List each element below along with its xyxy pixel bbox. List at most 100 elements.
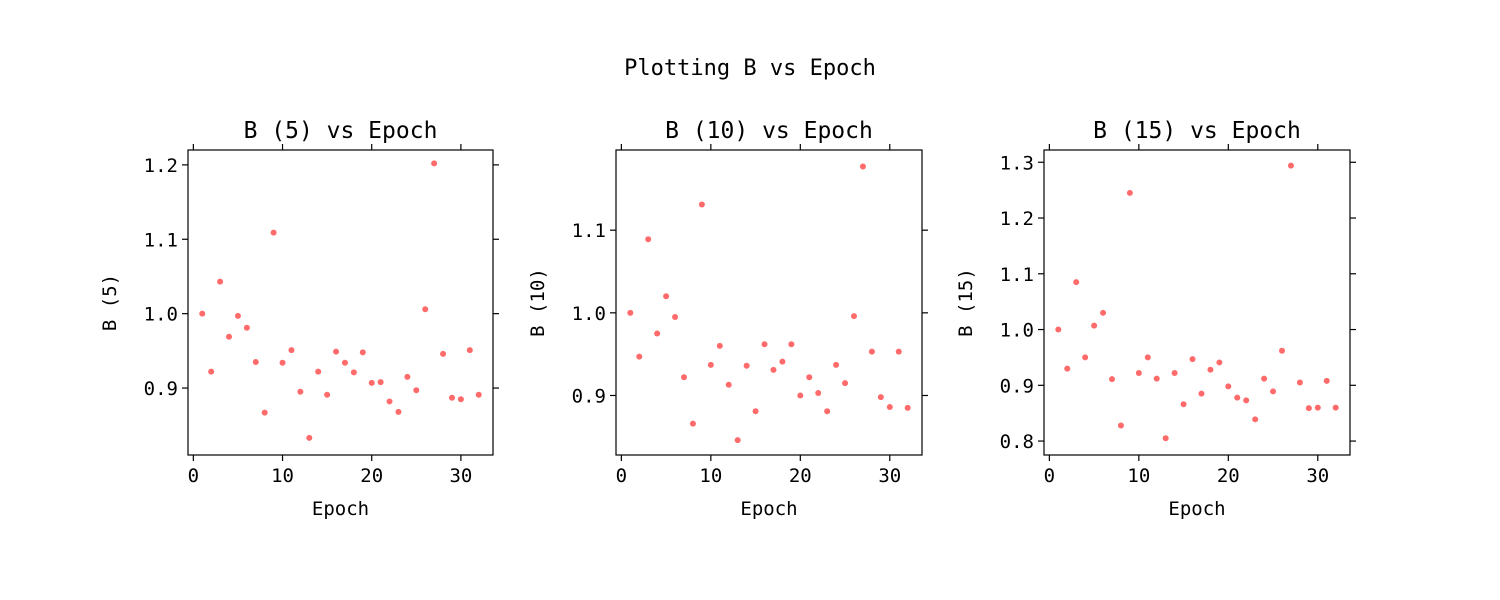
data-point (788, 341, 795, 348)
y-tick-label: 1.2 (1000, 208, 1034, 230)
subplot-b5: 0 10 20 30 0.9 1.0 1.1 1.2 B (5) vs Epoch Epoch B … (99, 118, 499, 520)
data-point (868, 348, 875, 355)
data-point (752, 408, 759, 415)
data-point (1270, 388, 1277, 395)
data-point (1082, 354, 1089, 361)
data-point (833, 361, 840, 368)
data-point (270, 229, 277, 236)
data-point (1109, 376, 1115, 383)
data-point (1252, 416, 1259, 423)
subplot-b15: 0 10 20 30 0.8 0.9 1.0 1.1 1.2 1.3 B (15) vs Epoch… (955, 118, 1356, 520)
data-point (1287, 162, 1294, 169)
data-point (404, 373, 411, 380)
figure-title: Plotting B vs Epoch (624, 56, 876, 81)
data-point (1243, 397, 1250, 404)
data-point (1100, 309, 1107, 316)
data-point (457, 396, 464, 403)
data-point (636, 353, 643, 360)
data-point (815, 390, 822, 397)
x-tick-label: 30 (1306, 465, 1329, 487)
data-point (1091, 322, 1098, 329)
data-point (886, 404, 893, 411)
data-point (707, 361, 714, 368)
subplot-title: B (15) vs Epoch (1093, 118, 1301, 144)
y-tick-label: 1.0 (1000, 320, 1034, 342)
data-point (797, 392, 804, 399)
data-point (1216, 359, 1223, 366)
data-point (1117, 422, 1124, 429)
data-point (1323, 377, 1330, 384)
data-point (350, 369, 357, 376)
x-tick-label: 0 (1044, 465, 1055, 487)
data-point (333, 348, 340, 355)
data-point (1314, 404, 1321, 411)
axes-frame (1043, 149, 1351, 456)
x-tick-label: 0 (188, 465, 199, 487)
data-point (1332, 404, 1339, 411)
data-point (252, 359, 259, 366)
data-point (725, 381, 732, 388)
data-point (770, 366, 777, 373)
data-point (1234, 394, 1241, 401)
data-point (243, 324, 250, 331)
data-point (306, 434, 313, 441)
data-point (842, 380, 849, 387)
data-point (627, 309, 634, 316)
data-point (672, 313, 679, 320)
data-point (1135, 370, 1142, 377)
y-tick-label: 0.9 (1000, 375, 1034, 397)
y-axis-label: B (5) (99, 274, 121, 331)
data-point (279, 359, 286, 366)
data-point (1144, 354, 1151, 361)
data-point (199, 310, 206, 317)
data-point (341, 359, 348, 366)
data-point (877, 394, 884, 401)
x-tick-label: 20 (1217, 465, 1240, 487)
data-point (654, 330, 661, 337)
x-tick-label: 0 (616, 465, 627, 487)
x-tick-label: 10 (271, 465, 294, 487)
data-point (261, 409, 268, 416)
data-point (698, 201, 705, 208)
data-point (288, 347, 295, 354)
data-point (1153, 375, 1160, 382)
data-point (297, 388, 304, 395)
x-tick-label: 30 (878, 465, 901, 487)
data-point (761, 341, 768, 348)
data-point (1162, 435, 1169, 442)
y-tick-label: 0.8 (1000, 431, 1034, 453)
x-tick-label: 10 (1127, 465, 1150, 487)
data-point (475, 391, 482, 398)
data-point (895, 348, 902, 355)
data-point (448, 394, 455, 401)
data-point (663, 293, 670, 300)
data-point (716, 342, 723, 349)
y-tick-label: 0.9 (572, 385, 606, 407)
x-tick-label: 20 (789, 465, 812, 487)
y-tick-label: 1.3 (1000, 152, 1034, 174)
data-point (1198, 390, 1205, 397)
data-point (208, 368, 215, 375)
x-tick-label: 10 (699, 465, 722, 487)
data-point (806, 374, 813, 381)
data-point (1305, 405, 1312, 412)
subplot-title: B (5) vs Epoch (244, 118, 438, 144)
x-tick-label: 20 (360, 465, 383, 487)
data-point (217, 278, 224, 285)
axes-frame (615, 149, 923, 456)
data-point (1225, 383, 1232, 390)
data-point (824, 408, 831, 415)
x-tick-label: 30 (449, 465, 472, 487)
data-point (1055, 326, 1062, 333)
data-point (689, 420, 696, 427)
data-point (851, 313, 857, 320)
y-tick-label: 1.1 (144, 229, 178, 251)
axes-frame (187, 149, 494, 456)
data-point (1180, 401, 1187, 408)
data-point (904, 404, 911, 411)
data-point (315, 368, 322, 375)
x-axis-label: Epoch (312, 498, 369, 520)
data-point (1189, 356, 1196, 363)
data-point (324, 391, 331, 398)
data-point (734, 437, 741, 444)
